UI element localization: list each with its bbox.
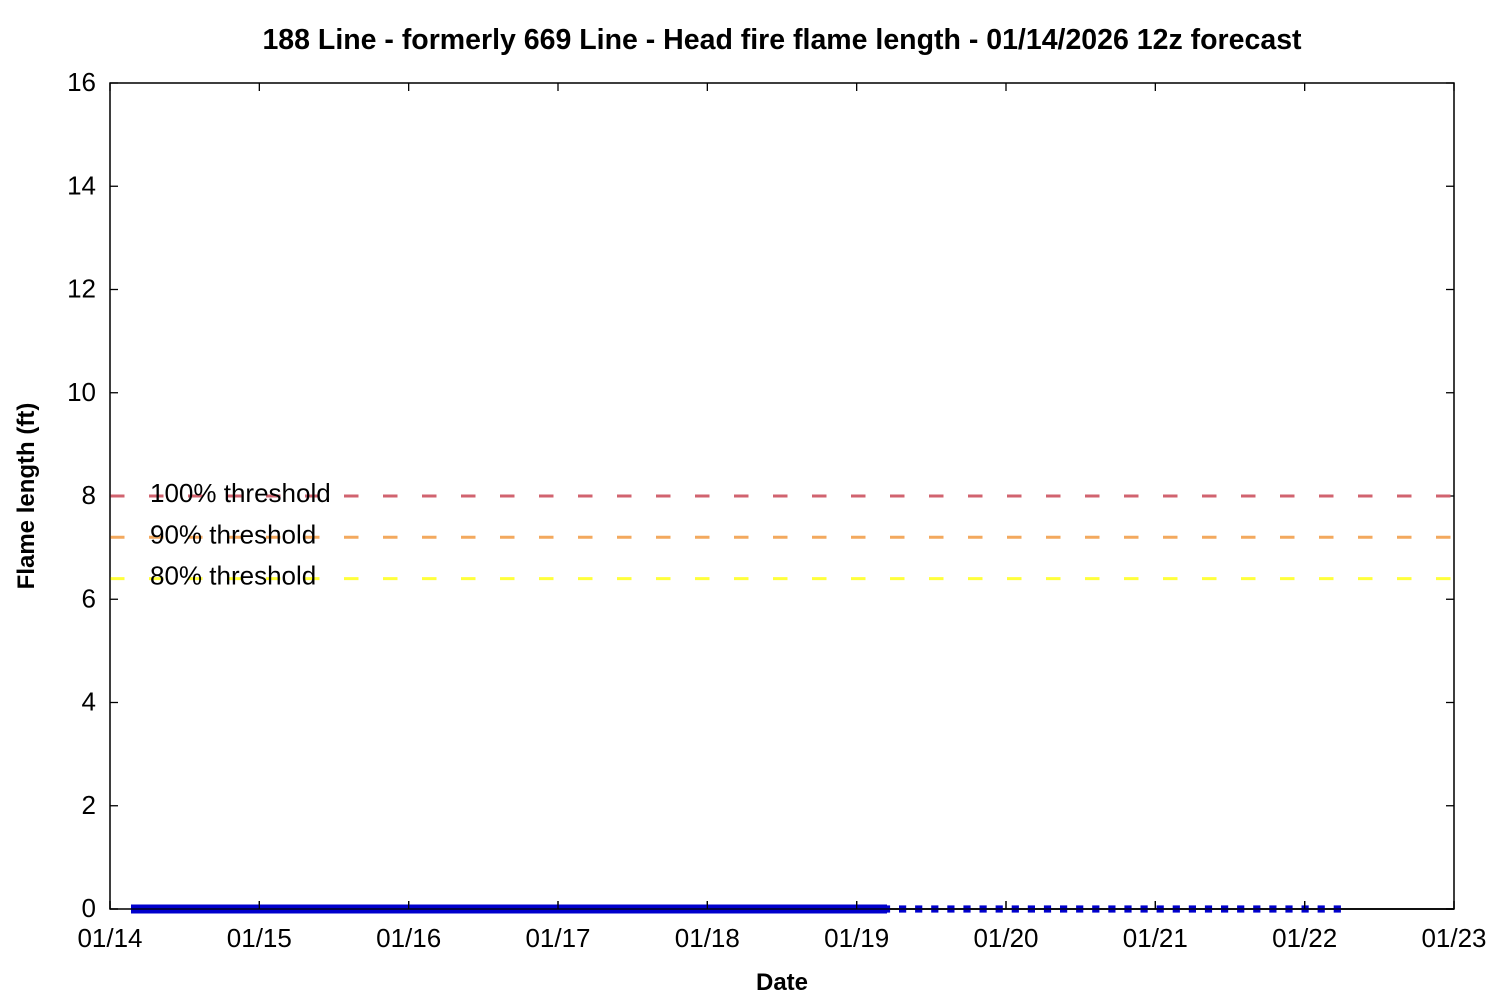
svg-text:16: 16 [67,67,96,97]
svg-text:Date: Date [756,969,808,996]
svg-text:01/21: 01/21 [1123,923,1188,953]
svg-text:4: 4 [82,687,96,717]
svg-text:01/14: 01/14 [77,923,142,953]
svg-text:2: 2 [82,790,96,820]
svg-text:01/19: 01/19 [824,923,889,953]
svg-text:10: 10 [67,377,96,407]
svg-text:14: 14 [67,170,96,200]
svg-text:0: 0 [82,893,96,923]
svg-text:188 Line - formerly 669 Line -: 188 Line - formerly 669 Line - Head fire… [262,24,1302,56]
svg-text:12: 12 [67,274,96,304]
svg-text:01/23: 01/23 [1421,923,1486,953]
svg-text:01/20: 01/20 [973,923,1038,953]
svg-text:01/15: 01/15 [227,923,292,953]
svg-text:01/17: 01/17 [525,923,590,953]
svg-text:01/16: 01/16 [376,923,441,953]
svg-text:8: 8 [82,480,96,510]
svg-text:80% threshold: 80% threshold [150,561,316,591]
svg-text:90% threshold: 90% threshold [150,519,316,549]
svg-text:01/22: 01/22 [1272,923,1337,953]
svg-text:01/18: 01/18 [675,923,740,953]
svg-text:Flame length (ft): Flame length (ft) [13,403,40,590]
svg-text:6: 6 [82,583,96,613]
svg-text:100% threshold: 100% threshold [150,478,331,508]
